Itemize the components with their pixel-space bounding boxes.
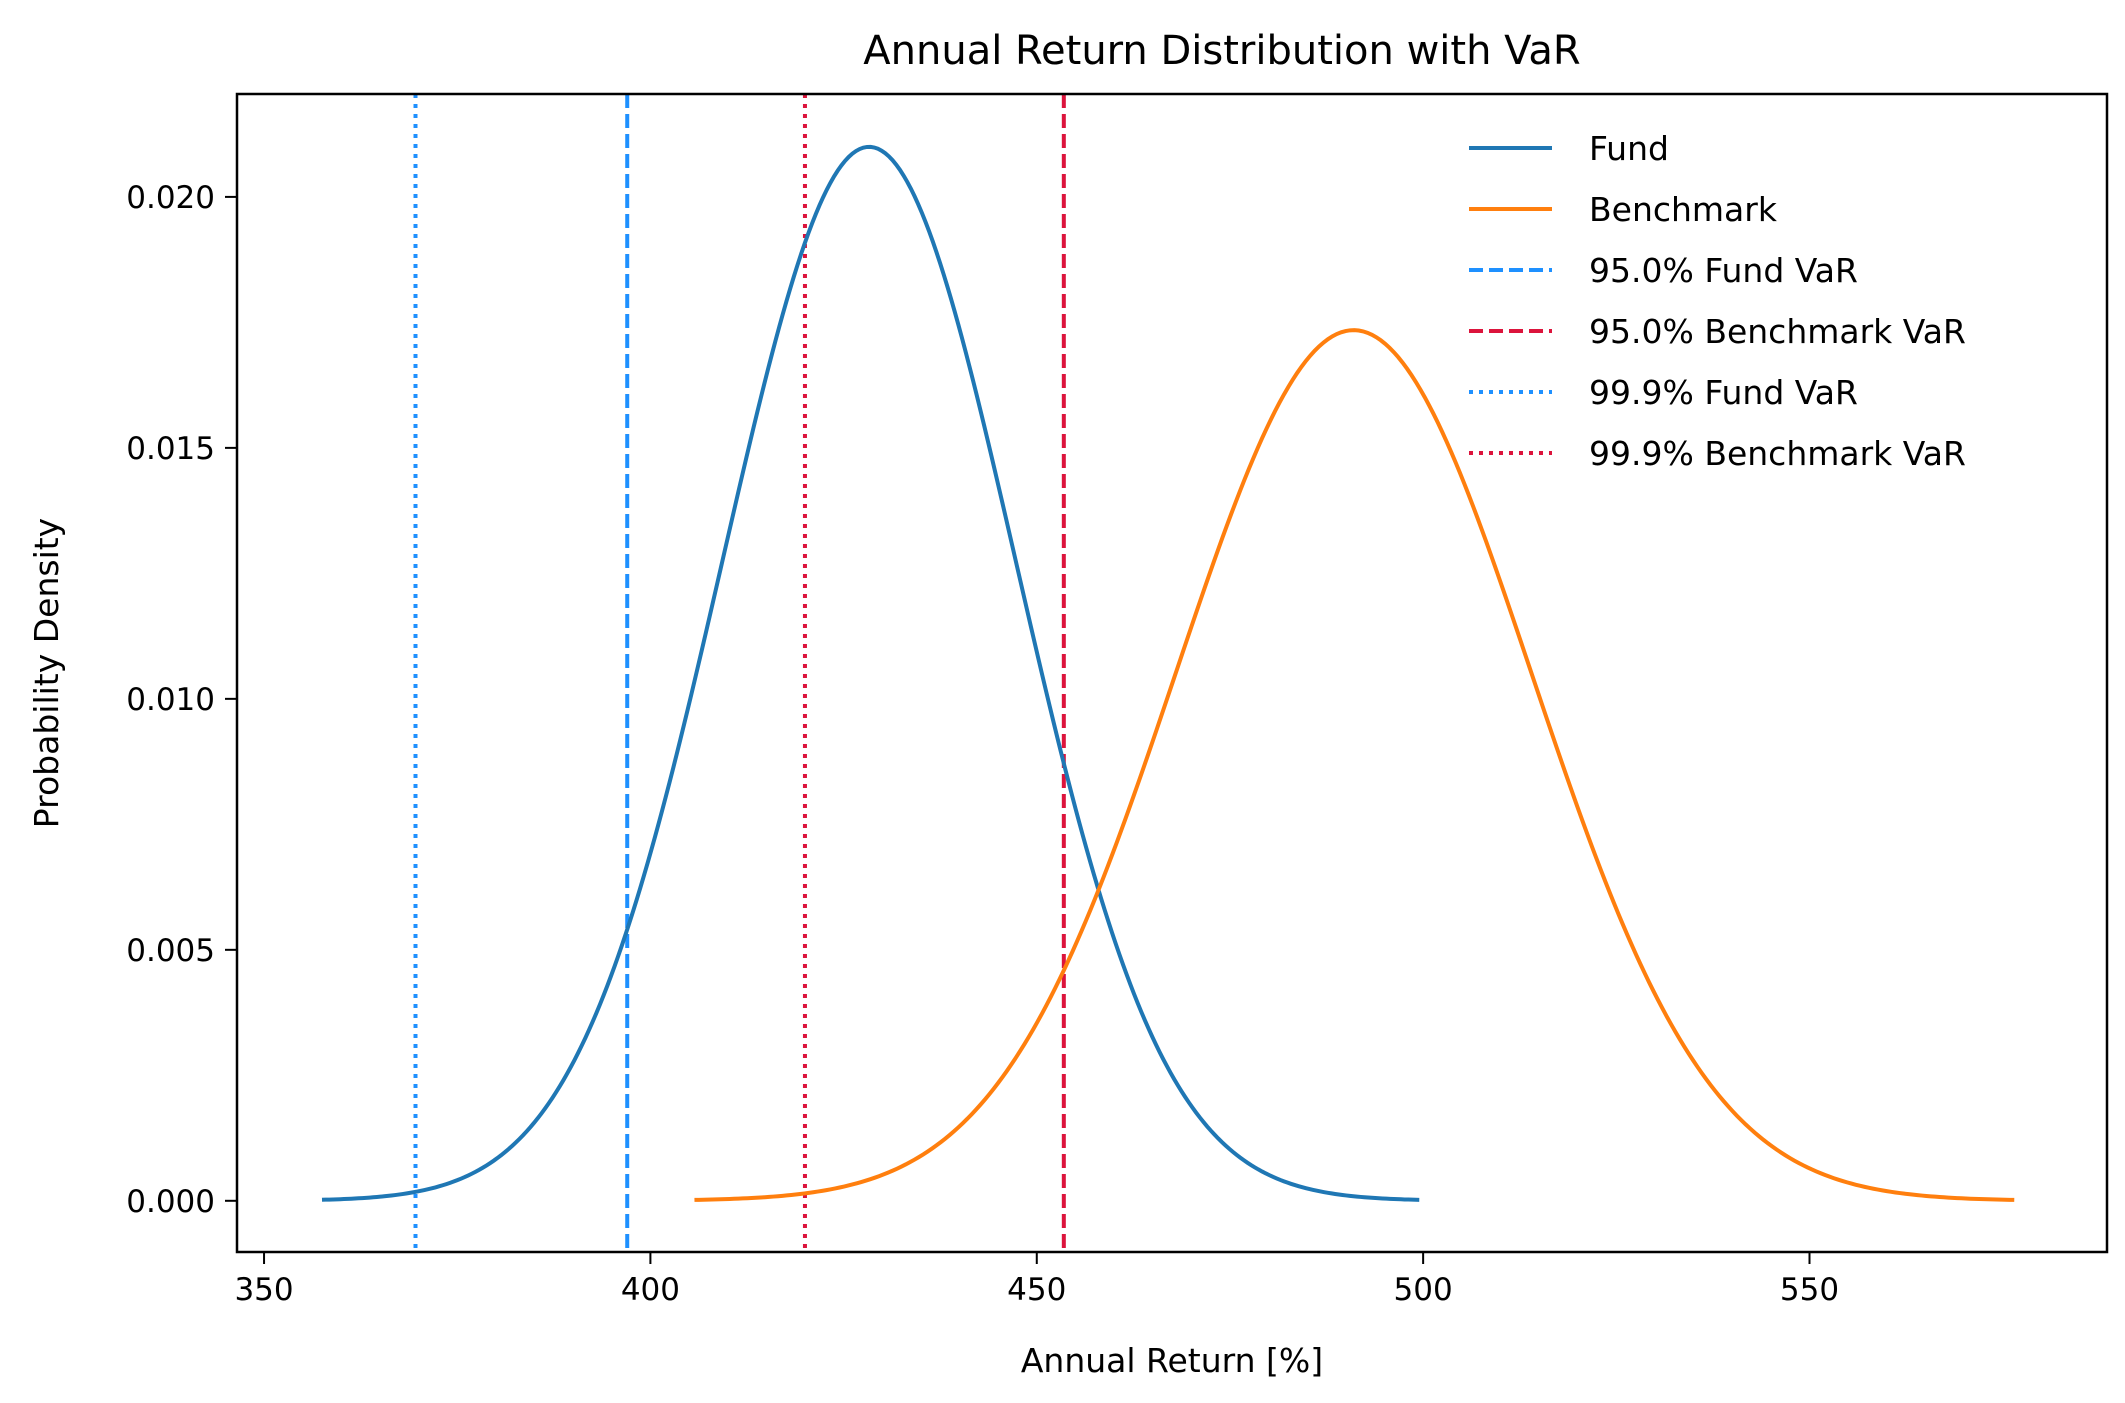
legend-label-5: 99.9% Benchmark VaR [1589, 434, 1966, 473]
x-tick-label: 400 [621, 1272, 680, 1308]
series-1-line [694, 328, 2015, 1202]
y-tick-label: 0.015 [126, 431, 215, 467]
legend-label-1: Benchmark [1589, 190, 1778, 229]
plot-area-frame [235, 92, 2109, 1254]
series-0-line [321, 144, 1420, 1202]
legend-label-2: 95.0% Fund VaR [1589, 251, 1858, 290]
y-tick-label: 0.020 [126, 180, 215, 216]
legend: Fund Benchmark 95.0% Fund VaR 95.0% Benchma… [1469, 129, 1966, 473]
y-tick-label: 0.010 [126, 682, 215, 718]
legend-label-4: 99.9% Fund VaR [1589, 373, 1858, 412]
x-tick-label: 500 [1394, 1272, 1453, 1308]
legend-label-0: Fund [1589, 129, 1669, 168]
x-tick-label: 450 [1007, 1272, 1066, 1308]
chart-title: Annual Return Distribution with VaR [863, 28, 1580, 74]
x-tick-label: 350 [234, 1272, 293, 1308]
y-axis: 0.000 0.005 0.010 0.015 0.020 [126, 180, 237, 1220]
y-tick-label: 0.000 [126, 1184, 215, 1220]
x-tick-label: 550 [1780, 1272, 1839, 1308]
y-tick-label: 0.005 [126, 933, 215, 969]
x-axis: 350 400 450 500 550 [234, 1252, 1839, 1308]
x-axis-label: Annual Return [%] [1021, 1341, 1323, 1380]
legend-label-3: 95.0% Benchmark VaR [1589, 312, 1966, 351]
y-axis-label: Probability Density [27, 518, 66, 828]
